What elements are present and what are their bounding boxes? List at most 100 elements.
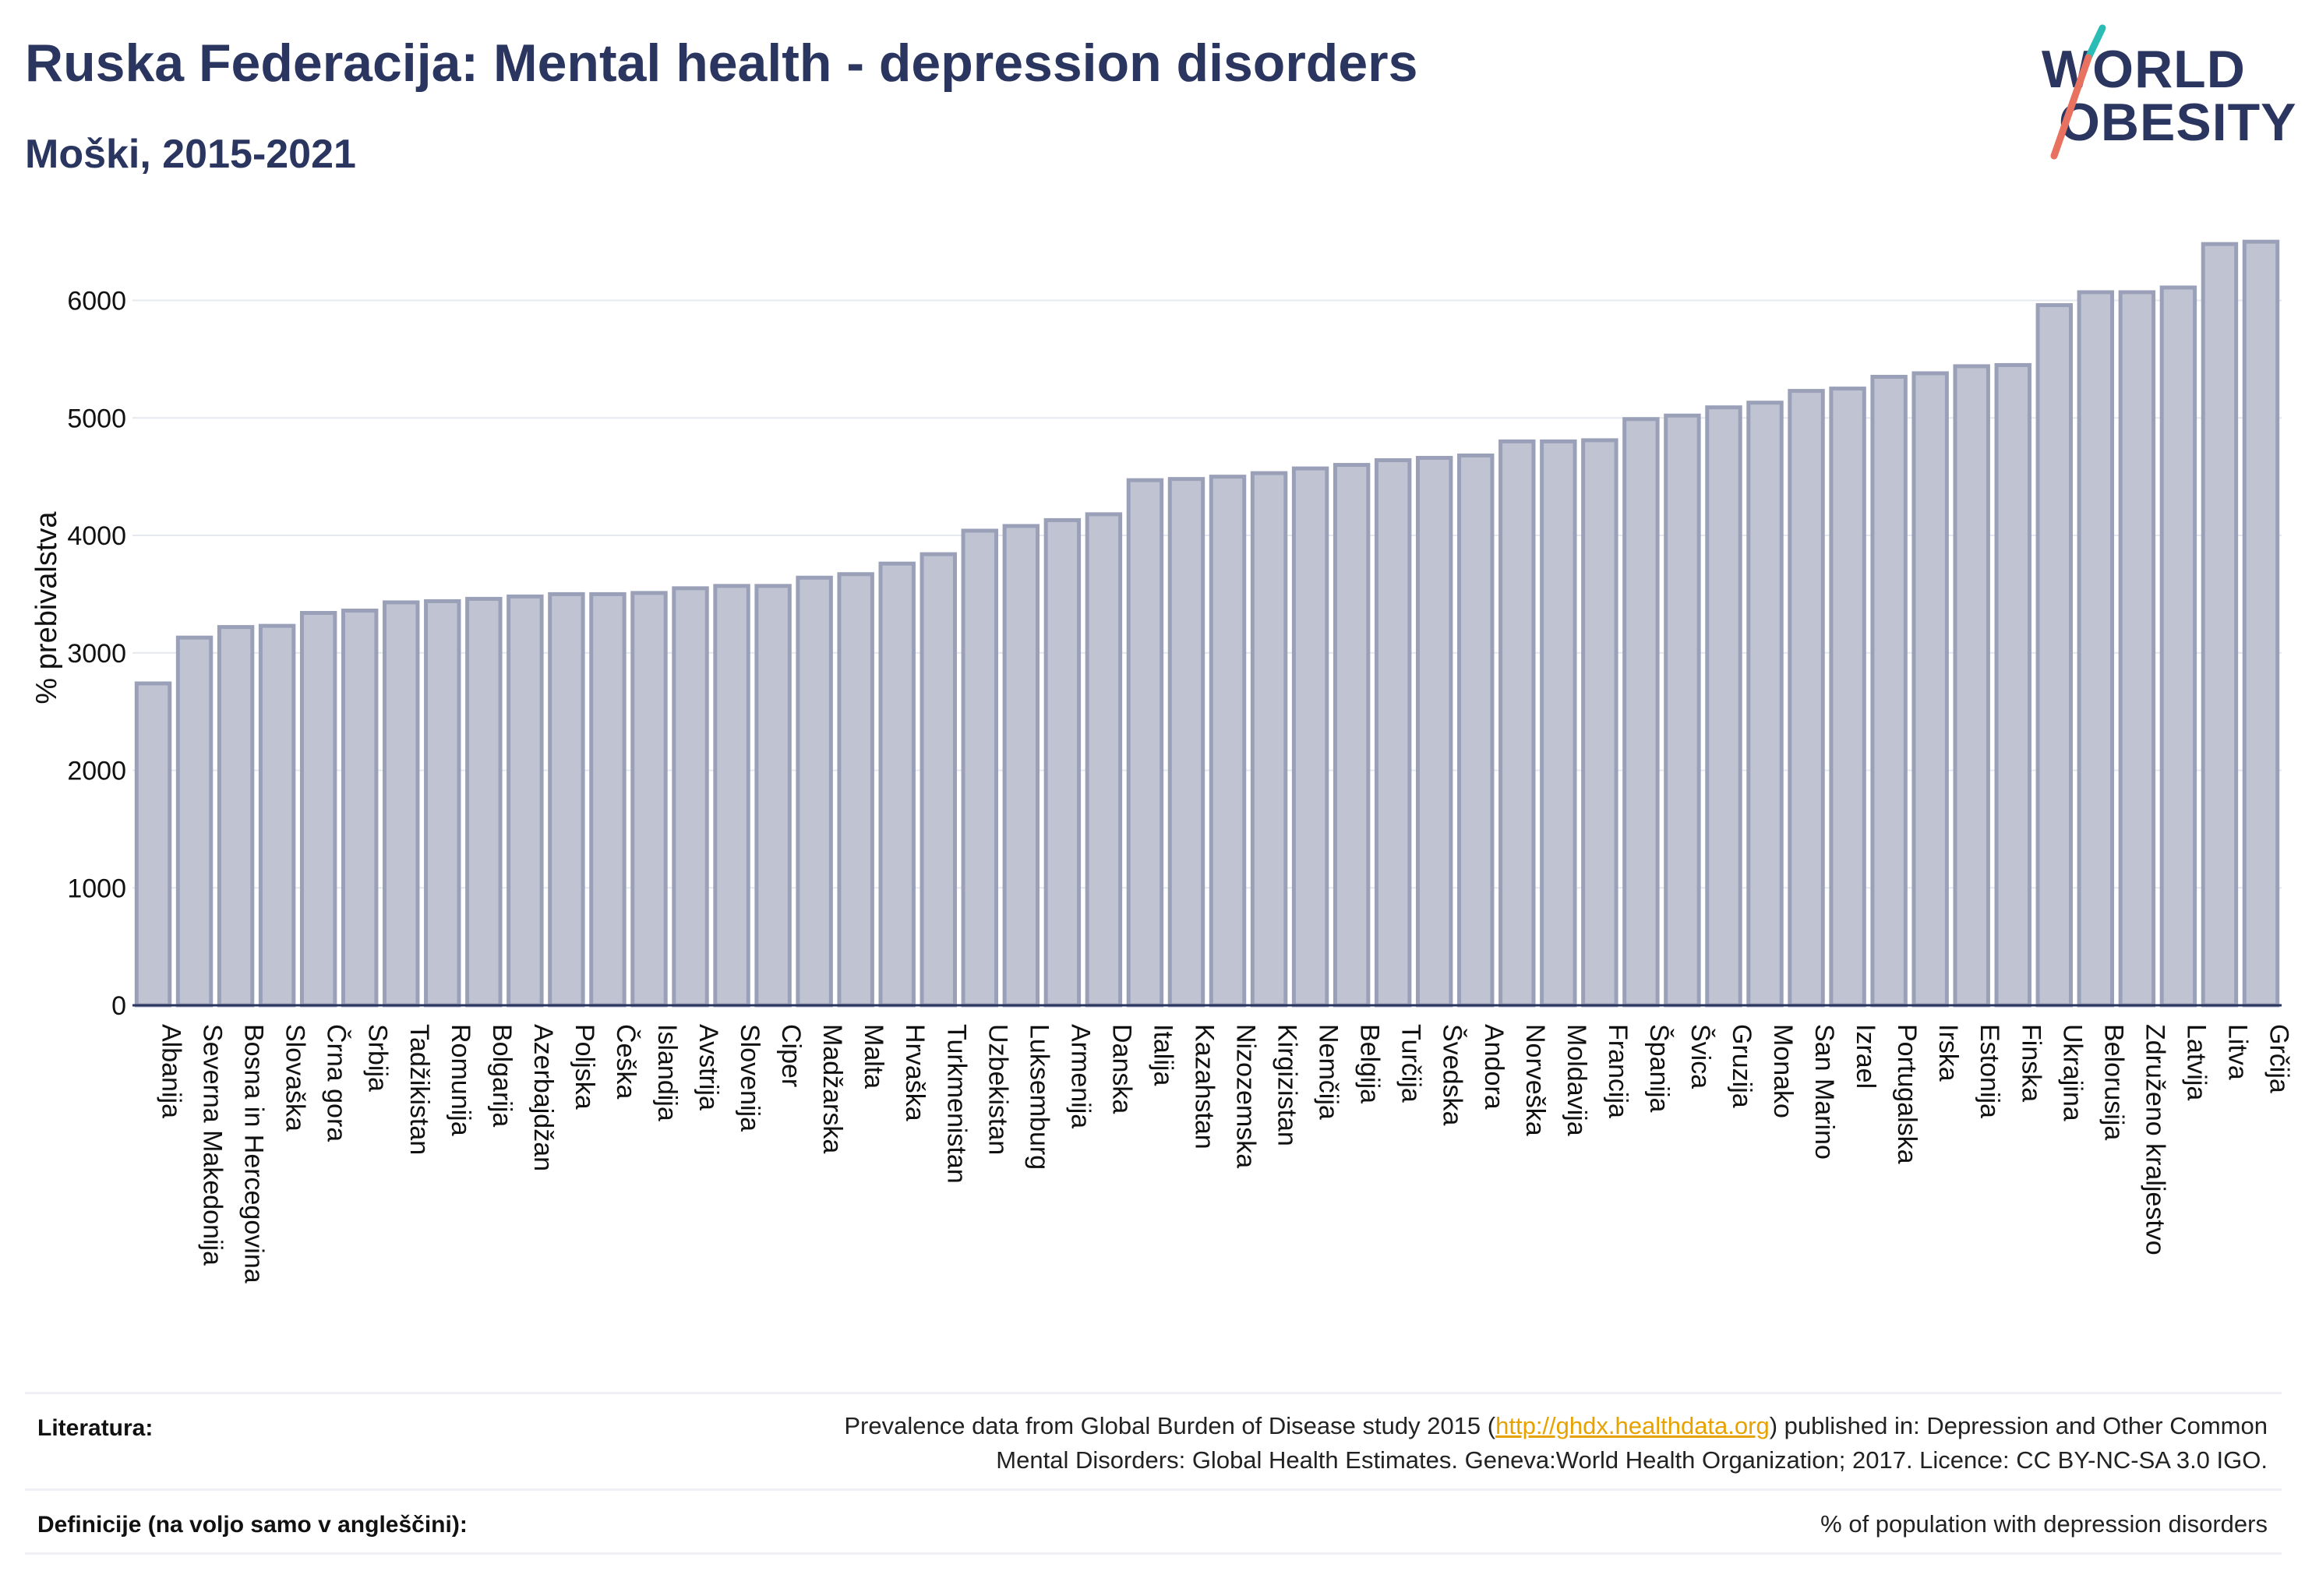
bar[interactable] — [1126, 478, 1164, 1008]
bar[interactable] — [1746, 401, 1784, 1008]
bar[interactable] — [1994, 362, 2031, 1008]
bar[interactable] — [1415, 456, 1453, 1008]
x-tick-label: Severna Makedonija — [198, 1024, 228, 1266]
bar[interactable] — [134, 681, 172, 1008]
y-tick-label: 2000 — [67, 757, 126, 786]
bar[interactable] — [1374, 458, 1412, 1008]
bar[interactable] — [713, 584, 750, 1008]
bar[interactable] — [507, 594, 544, 1008]
page-subtitle: Moški, 2015-2021 — [25, 132, 356, 177]
x-tick-label: Črna gora — [322, 1024, 351, 1142]
x-tick-label: Slovenija — [735, 1024, 764, 1132]
bar[interactable] — [2201, 242, 2239, 1008]
bar[interactable] — [630, 591, 668, 1008]
x-tick-label: Grčija — [2264, 1024, 2293, 1093]
bar[interactable] — [1085, 512, 1123, 1008]
x-tick-label: Kazahstan — [1189, 1024, 1219, 1149]
literature-line-2: Mental Disorders: Global Health Estimate… — [996, 1446, 2268, 1474]
y-tick-label: 6000 — [67, 287, 126, 316]
literature-line-1: Prevalence data from Global Burden of Di… — [631, 1409, 2268, 1443]
x-tick-label: Kirgizistan — [1273, 1024, 1302, 1146]
bar[interactable] — [1953, 364, 1990, 1008]
bar[interactable] — [1498, 439, 1536, 1008]
bar[interactable] — [1002, 524, 1040, 1008]
bar[interactable] — [1788, 389, 1825, 1008]
x-tick-label: Avstrija — [694, 1024, 723, 1110]
literature-link[interactable]: http://ghdx.healthdata.org — [1495, 1412, 1770, 1439]
bar[interactable] — [589, 591, 627, 1008]
bar[interactable] — [920, 552, 957, 1008]
x-tick-label: Turčija — [1396, 1024, 1426, 1103]
y-tick-label: 4000 — [67, 521, 126, 551]
x-tick-label: Romunija — [446, 1024, 475, 1136]
bar[interactable] — [1581, 438, 1618, 1008]
bar[interactable] — [1911, 371, 1949, 1008]
bar[interactable] — [2077, 290, 2115, 1008]
definitions-label: Definicije (na voljo samo v angleščini): — [37, 1512, 468, 1538]
bar[interactable] — [258, 623, 296, 1008]
x-tick-label: Hrvaška — [900, 1024, 930, 1121]
bar[interactable] — [837, 572, 874, 1008]
y-axis-label: % prebivalstva — [30, 511, 63, 704]
x-tick-label: Moldavija — [1562, 1024, 1591, 1136]
bar[interactable] — [961, 528, 999, 1008]
x-tick-label: Belorusija — [2099, 1024, 2128, 1140]
x-tick-label: Bosna in Hercegovina — [239, 1024, 269, 1284]
definitions-text: % of population with depression disorder… — [1820, 1510, 2268, 1538]
bar[interactable] — [754, 584, 792, 1008]
x-tick-label: Italija — [1148, 1024, 1177, 1086]
bar[interactable] — [2035, 303, 2074, 1008]
world-obesity-logo[interactable]: WORLD OBESITY — [2026, 23, 2296, 164]
footer-divider-middle — [25, 1488, 2282, 1491]
bar[interactable] — [1457, 454, 1495, 1008]
x-tick-label: Francija — [1603, 1024, 1633, 1118]
bar[interactable] — [217, 625, 255, 1008]
literature-text: Prevalence data from Global Burden of Di… — [631, 1409, 2268, 1478]
bar[interactable] — [1622, 417, 1660, 1008]
x-tick-label: Norveška — [1520, 1024, 1550, 1136]
bar[interactable] — [1291, 466, 1329, 1008]
x-tick-label: Bolgarija — [487, 1024, 517, 1127]
x-tick-label: Portugalska — [1892, 1024, 1922, 1164]
bar[interactable] — [878, 561, 916, 1008]
x-tick-label: Poljska — [570, 1024, 599, 1110]
x-tick-label: Gruzija — [1727, 1024, 1756, 1108]
bar[interactable] — [1705, 405, 1742, 1008]
x-tick-label: Monako — [1768, 1024, 1798, 1118]
bar[interactable] — [1870, 375, 1908, 1008]
x-tick-label: Slovaška — [281, 1024, 310, 1132]
bar[interactable] — [1664, 413, 1701, 1008]
bar[interactable] — [2159, 285, 2197, 1008]
literature-pre: Prevalence data from Global Burden of Di… — [844, 1412, 1496, 1439]
y-tick-label: 5000 — [67, 404, 126, 433]
bar[interactable] — [1209, 475, 1247, 1008]
bar[interactable] — [2242, 239, 2280, 1008]
bar[interactable] — [175, 635, 214, 1008]
bar[interactable] — [341, 608, 379, 1008]
bar[interactable] — [465, 596, 503, 1008]
bar[interactable] — [299, 611, 337, 1008]
bar[interactable] — [424, 598, 461, 1008]
x-tick-label: Srbija — [363, 1024, 393, 1092]
x-tick-label: Združeno kraljestvo — [2140, 1024, 2169, 1255]
bar[interactable] — [1333, 463, 1371, 1008]
bar[interactable] — [548, 591, 585, 1008]
bar[interactable] — [2118, 290, 2156, 1008]
bar[interactable] — [1250, 471, 1288, 1008]
literature-post: ) published in: Depression and Other Com… — [1769, 1412, 2268, 1439]
bar[interactable] — [383, 600, 420, 1008]
bar[interactable] — [1043, 517, 1082, 1008]
bar[interactable] — [1540, 439, 1577, 1008]
x-tick-label: Estonija — [1975, 1024, 2004, 1118]
x-tick-label: San Marino — [1809, 1024, 1839, 1160]
bar[interactable] — [796, 575, 833, 1008]
x-tick-label: Madžarska — [817, 1024, 847, 1153]
bar[interactable] — [1829, 387, 1866, 1008]
bar[interactable] — [1167, 477, 1205, 1008]
x-tick-label: Tadžikistan — [404, 1024, 434, 1155]
x-tick-labels: Albanija Severna Makedonija Bosna in Herce… — [157, 1024, 2294, 1284]
x-tick-label: Malta — [859, 1024, 888, 1089]
x-tick-label: Andora — [1479, 1024, 1509, 1110]
bar[interactable] — [672, 586, 709, 1008]
y-tick-label: 1000 — [67, 874, 126, 903]
